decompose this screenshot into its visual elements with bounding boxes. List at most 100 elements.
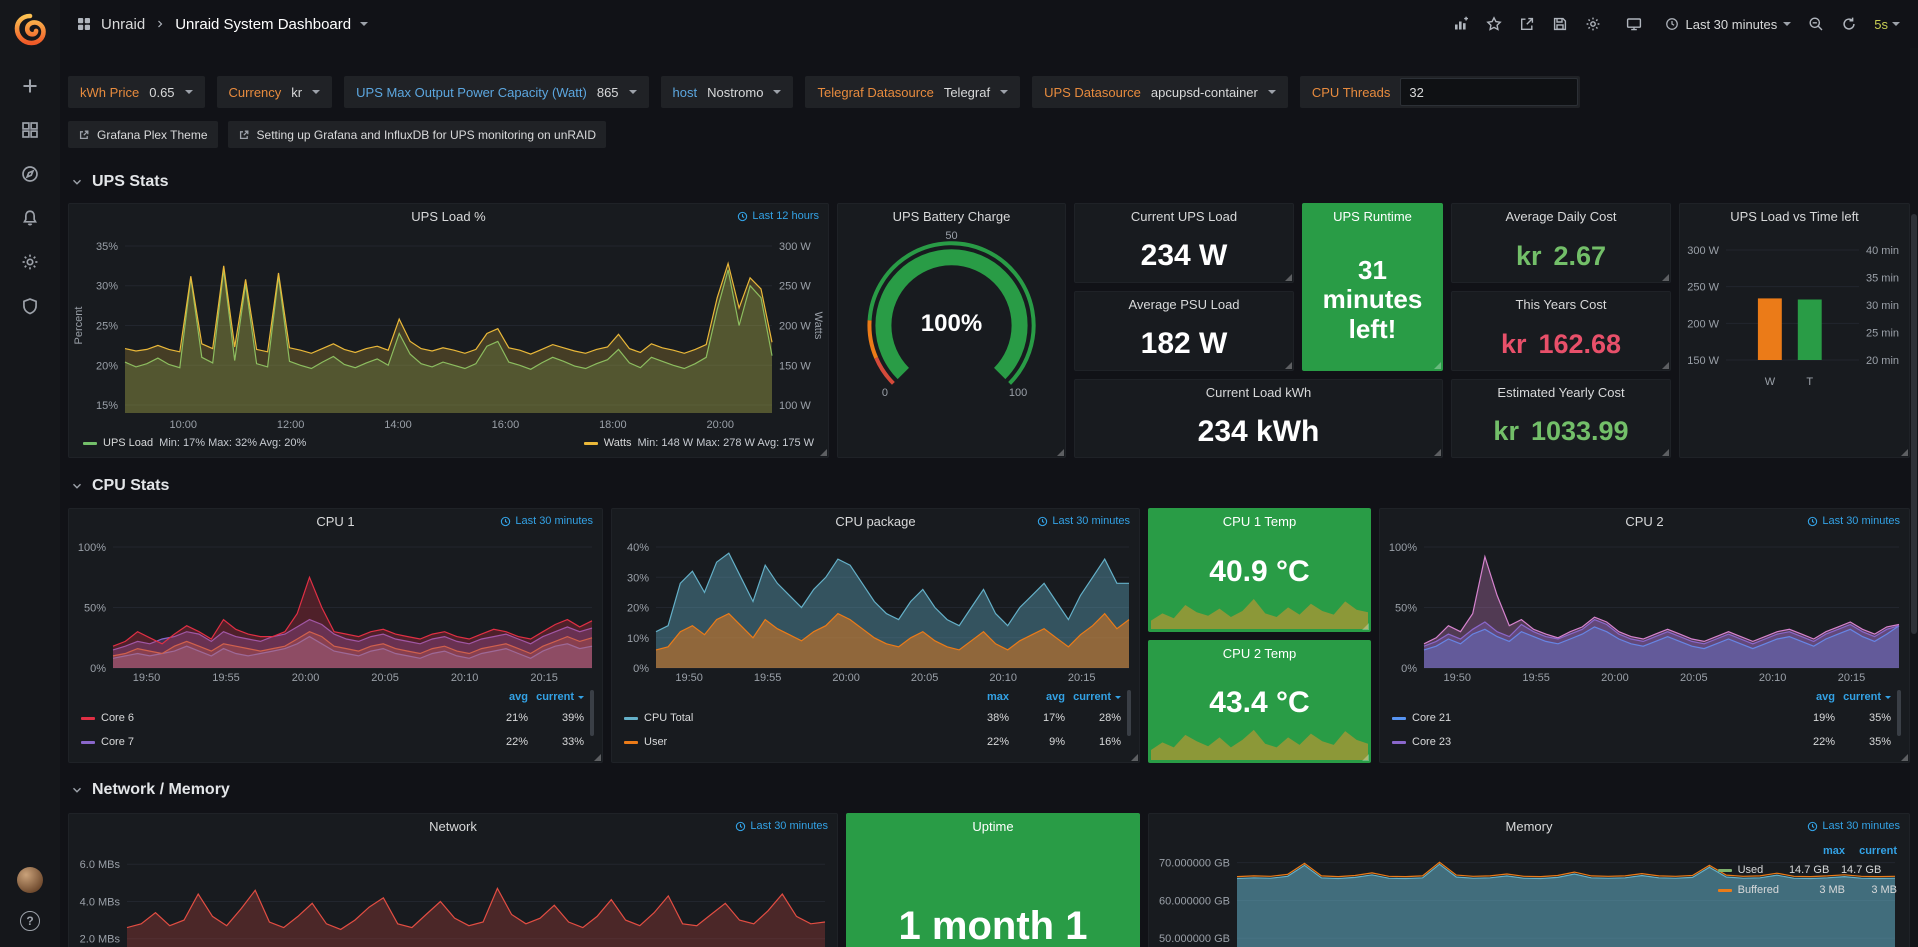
legend-scrollbar[interactable] xyxy=(1897,690,1901,736)
svg-text:20:00: 20:00 xyxy=(706,419,734,431)
legend-column-avg[interactable]: avg xyxy=(509,691,528,703)
panel-title[interactable]: CPU package xyxy=(835,514,916,529)
server-admin-shield-icon[interactable] xyxy=(20,296,40,316)
time-range-picker[interactable]: Last 30 minutes xyxy=(1665,17,1792,32)
variable-telegraf-datasource[interactable]: Telegraf Datasource Telegraf xyxy=(805,76,1021,108)
legend-series-core-6[interactable]: Core 6 21% 39% xyxy=(81,706,584,730)
legend-column-current[interactable]: current xyxy=(1859,845,1897,857)
scrollbar-thumb[interactable] xyxy=(1911,214,1917,634)
alerting-bell-icon[interactable] xyxy=(20,208,40,228)
configuration-gear-icon[interactable] xyxy=(20,252,40,272)
memory-chart[interactable]: max current Used 14.7 GB 14.7 GB Buffered 3 MB… xyxy=(1149,840,1909,947)
add-panel-icon[interactable] xyxy=(1453,16,1469,32)
legend-series-used[interactable]: Used 14.7 GB 14.7 GB xyxy=(1717,860,1897,880)
variable-ups-datasource[interactable]: UPS Datasource apcupsd-container xyxy=(1032,76,1288,108)
dashboard-link-2[interactable]: Setting up Grafana and InfluxDB for UPS … xyxy=(227,121,607,148)
help-icon[interactable]: ? xyxy=(20,911,40,931)
panel-title[interactable]: Memory xyxy=(1505,819,1553,834)
refresh-icon[interactable] xyxy=(1841,16,1857,32)
save-icon[interactable] xyxy=(1552,16,1568,32)
panel-time-badge[interactable]: Last 30 minutes xyxy=(1037,515,1130,527)
refresh-interval-picker[interactable]: 5s xyxy=(1874,17,1900,32)
legend-series-core-23[interactable]: Core 23 22% 35% xyxy=(1392,730,1891,754)
legend-series-core-21[interactable]: Core 21 19% 35% xyxy=(1392,706,1891,730)
panel-title[interactable]: CPU 2 xyxy=(1625,514,1664,529)
section-cpu-stats[interactable]: CPU Stats xyxy=(68,477,1910,495)
variable-currency[interactable]: Currency kr xyxy=(216,76,333,108)
user-avatar[interactable] xyxy=(17,867,43,893)
cpu2-chart[interactable]: 100% 50% 0% 19:50 19:55 20:00 20:05 20:10 20:15 xyxy=(1380,535,1909,686)
panel-title[interactable]: CPU 1 xyxy=(316,514,355,529)
legend-series-cpu-total[interactable]: CPU Total 38% 17% 28% xyxy=(624,706,1121,730)
section-ups-stats[interactable]: UPS Stats xyxy=(68,173,1910,191)
dashboards-icon[interactable] xyxy=(20,120,40,140)
legend-column-max[interactable]: max xyxy=(1822,845,1845,857)
zoom-out-icon[interactable] xyxy=(1808,16,1824,32)
legend-column-max[interactable]: max xyxy=(986,691,1009,703)
panel-title[interactable]: Current UPS Load xyxy=(1130,209,1238,224)
variable-host[interactable]: host Nostromo xyxy=(660,76,794,108)
legend-series-buffered[interactable]: Buffered 3 MB 3 MB xyxy=(1717,880,1897,900)
cpu1-chart[interactable]: 100% 50% 0% 19:50 19:55 20:00 20:05 20:10 20:15 xyxy=(69,535,602,686)
panel-title[interactable]: CPU 2 Temp xyxy=(1222,645,1297,661)
svg-text:20:10: 20:10 xyxy=(989,672,1017,684)
legend-scrollbar[interactable] xyxy=(590,690,594,736)
legend-item-watts[interactable]: Watts Min: 148 W Max: 278 W Avg: 175 W xyxy=(583,437,814,449)
panel-time-badge[interactable]: Last 30 minutes xyxy=(735,820,828,832)
cycle-view-monitor-icon[interactable] xyxy=(1626,16,1642,32)
panel-title[interactable]: Current Load kWh xyxy=(1205,385,1312,400)
legend-item-ups-load[interactable]: UPS Load Min: 17% Max: 32% Avg: 20% xyxy=(83,437,306,449)
cpu-package-chart[interactable]: 40% 30% 20% 10% 0% 19:50 19:55 20:00 20:05 20:10 2… xyxy=(612,535,1139,686)
panel-title[interactable]: Average Daily Cost xyxy=(1505,209,1617,224)
variable-kwh-price[interactable]: kWh Price 0.65 xyxy=(68,76,205,108)
battery-gauge-chart[interactable]: 0 50 100 xyxy=(838,230,1065,457)
explore-compass-icon[interactable] xyxy=(20,164,40,184)
variable-input-cpu-threads[interactable] xyxy=(1400,78,1579,106)
panel-title[interactable]: CPU 1 Temp xyxy=(1222,514,1297,529)
dashboard-settings-gear-icon[interactable] xyxy=(1585,16,1601,32)
network-chart[interactable]: 6.0 MBs 4.0 MBs 2.0 MBs xyxy=(69,840,837,947)
panel-title[interactable]: Uptime xyxy=(972,819,1014,834)
create-plus-icon[interactable] xyxy=(20,76,40,96)
svg-text:0%: 0% xyxy=(90,663,106,675)
ups-load-chart[interactable]: 35% 300 W 30% 250 W 25% 200 W 20% 150 W 15% 100 W… xyxy=(69,230,828,433)
apps-grid-icon[interactable] xyxy=(76,16,92,32)
panel-title[interactable]: Estimated Yearly Cost xyxy=(1497,385,1625,400)
panel-time-badge[interactable]: Last 30 minutes xyxy=(1807,820,1900,832)
legend-column-avg[interactable]: avg xyxy=(1046,691,1065,703)
stat-value: 40.9 °C xyxy=(1209,554,1310,588)
legend-series-user[interactable]: User 22% 9% 16% xyxy=(624,730,1121,754)
sort-caret-icon xyxy=(1885,696,1891,702)
dashboard-title[interactable]: Unraid System Dashboard xyxy=(175,15,352,33)
legend-column-current[interactable]: current xyxy=(528,691,584,703)
panel-title[interactable]: UPS Load vs Time left xyxy=(1730,209,1859,224)
grafana-logo-icon[interactable] xyxy=(12,12,48,48)
panel-title[interactable]: UPS Load % xyxy=(411,209,486,224)
panel-title[interactable]: UPS Battery Charge xyxy=(892,209,1011,224)
legend-series-core-7[interactable]: Core 7 22% 33% xyxy=(81,730,584,754)
caret-down-icon xyxy=(312,90,321,98)
panel-title[interactable]: Average PSU Load xyxy=(1128,297,1240,312)
panel-time-badge[interactable]: Last 30 minutes xyxy=(500,515,593,527)
title-caret-icon[interactable] xyxy=(360,22,369,30)
star-icon[interactable] xyxy=(1486,16,1503,32)
variable-ups-max-output-power-capacity-watt[interactable]: UPS Max Output Power Capacity (Watt) 865 xyxy=(344,76,649,108)
page-scrollbar[interactable] xyxy=(1910,48,1918,947)
legend-column-avg[interactable]: avg xyxy=(1816,691,1835,703)
variable-cpu-threads[interactable]: CPU Threads xyxy=(1299,76,1581,108)
section-network-memory[interactable]: Network / Memory xyxy=(68,781,1910,799)
panel-title[interactable]: Network xyxy=(429,819,477,834)
ups-load-time-bar-chart[interactable]: 300 W 250 W 200 W 150 W 40 min 35 min 30 min 25… xyxy=(1680,230,1909,390)
panel-title[interactable]: UPS Runtime xyxy=(1333,209,1412,224)
caret-down-icon xyxy=(773,90,782,98)
svg-text:35 min: 35 min xyxy=(1866,273,1899,285)
legend-column-current[interactable]: current xyxy=(1065,691,1121,703)
panel-time-badge[interactable]: Last 12 hours xyxy=(737,210,819,222)
breadcrumb-folder[interactable]: Unraid xyxy=(101,15,146,33)
share-icon[interactable] xyxy=(1519,16,1535,32)
panel-title[interactable]: This Years Cost xyxy=(1515,297,1607,312)
legend-column-current[interactable]: current xyxy=(1835,691,1891,703)
dashboard-link-1[interactable]: Grafana Plex Theme xyxy=(68,121,218,148)
panel-time-badge[interactable]: Last 30 minutes xyxy=(1807,515,1900,527)
legend-scrollbar[interactable] xyxy=(1127,690,1131,736)
